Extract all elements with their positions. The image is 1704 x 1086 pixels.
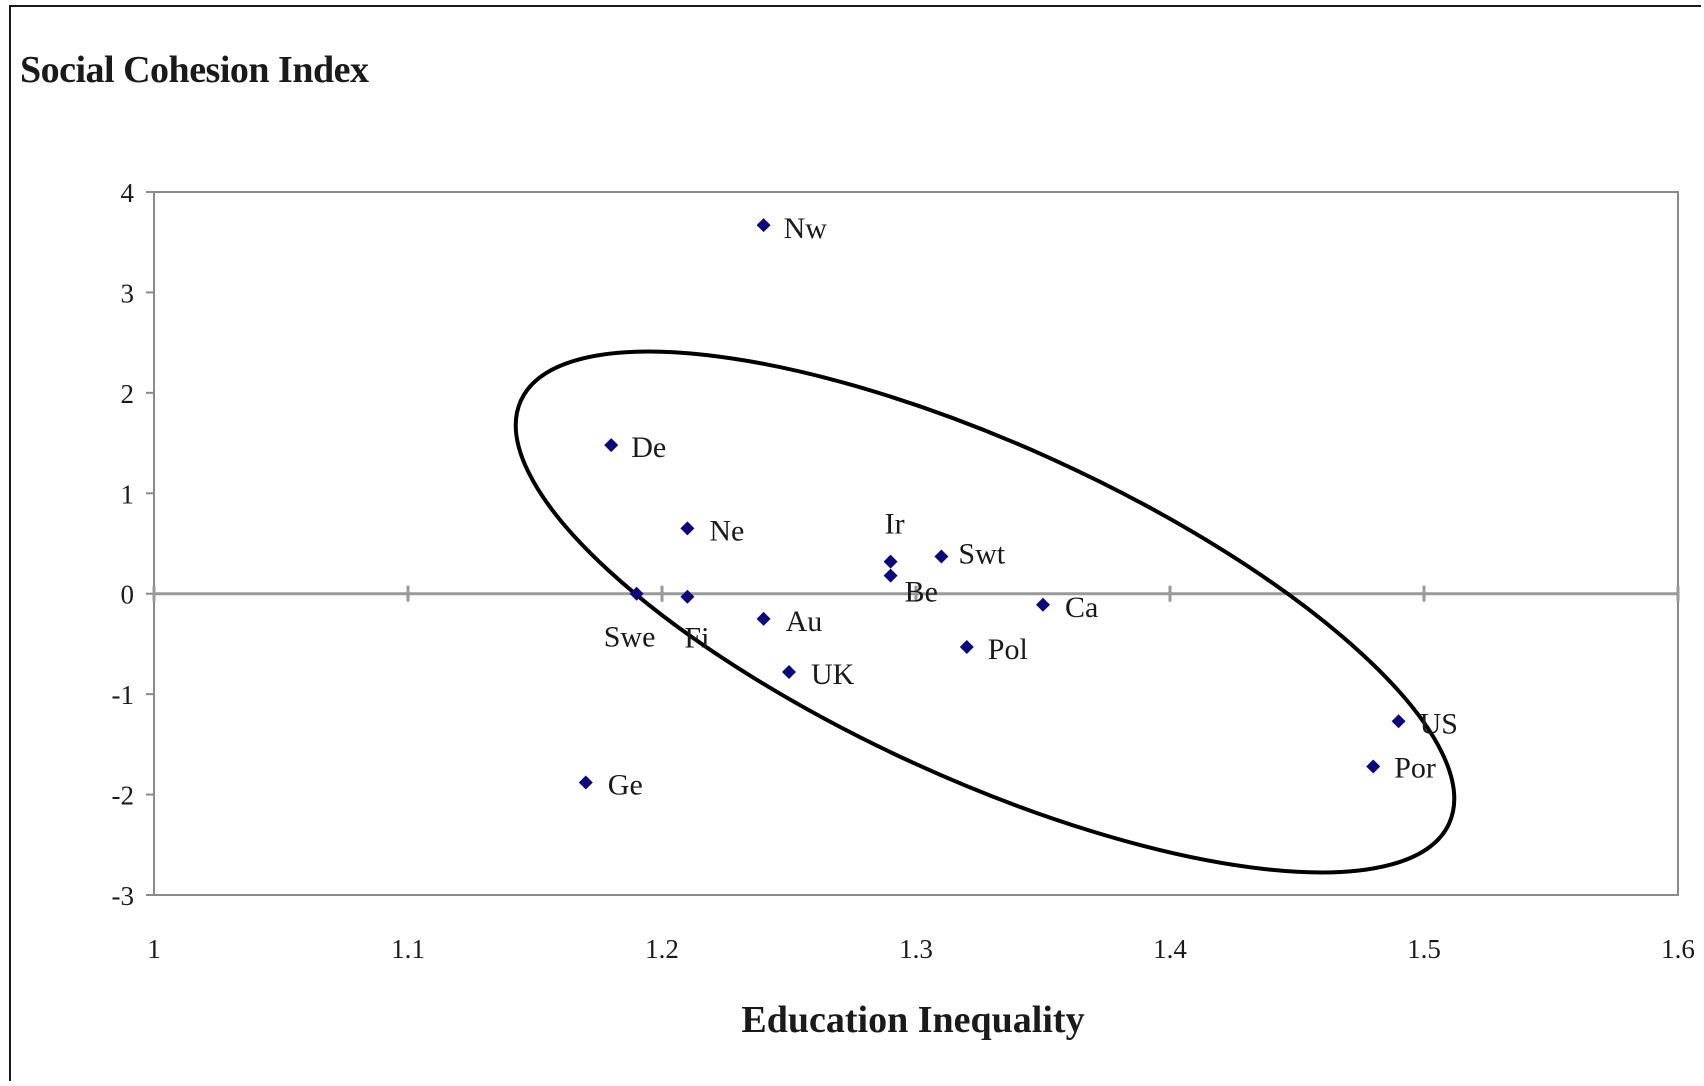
point-label-swt: Swt [958,538,1005,571]
point-label-ir: Ir [885,508,905,541]
y-tick-label: 1 [121,479,135,509]
data-point-be [883,568,898,583]
point-label-por: Por [1394,751,1436,784]
y-tick-label: -1 [112,680,135,710]
y-axis-title: Social Cohesion Index [20,49,369,91]
data-point-uk [782,665,796,680]
data-point-pol [959,639,974,654]
point-label-ne: Ne [709,514,744,547]
data-point-ne [680,521,695,536]
y-tick-label: 4 [121,178,135,208]
x-tick-label: 1.3 [899,934,933,964]
x-tick-label: 1.4 [1153,934,1187,964]
point-label-fi: Fi [684,622,709,655]
data-point-por [1366,759,1381,774]
point-label-ca: Ca [1065,591,1098,624]
point-label-de: De [631,431,666,464]
data-point-fi [680,589,695,604]
data-point-us [1391,714,1406,729]
plot-area [153,191,1679,896]
point-label-pol: Pol [988,633,1028,666]
x-tick-label: 1.1 [391,934,425,964]
data-point-au [756,611,771,626]
point-label-be: Be [905,576,938,609]
x-tick-label: 1.6 [1661,934,1695,964]
data-point-swe [629,586,644,601]
point-label-nw: Nw [784,212,828,245]
data-point-nw [756,218,771,233]
y-tick-label: -2 [112,781,135,811]
y-tick-label: -3 [112,881,135,911]
data-point-swt [934,549,949,564]
data-point-ir [883,554,898,569]
data-point-de [604,438,619,453]
data-point-ge [578,775,593,790]
x-tick-label: 1.2 [645,934,679,964]
point-label-uk: UK [811,658,855,691]
y-tick-label: 3 [121,278,135,308]
chart-frame [9,5,1701,1081]
data-point-ca [1036,597,1050,612]
y-tick-label: 0 [121,580,135,610]
point-label-au: Au [786,605,823,638]
y-tick-label: 2 [121,379,135,409]
point-label-us: US [1420,707,1458,740]
cluster-ellipse [513,349,1457,875]
x-axis-title: Education Inequality [741,999,1085,1041]
point-label-ge: Ge [608,769,643,802]
x-tick-label: 1 [147,934,161,964]
x-tick-label: 1.5 [1407,934,1441,964]
point-label-swe: Swe [604,621,656,654]
